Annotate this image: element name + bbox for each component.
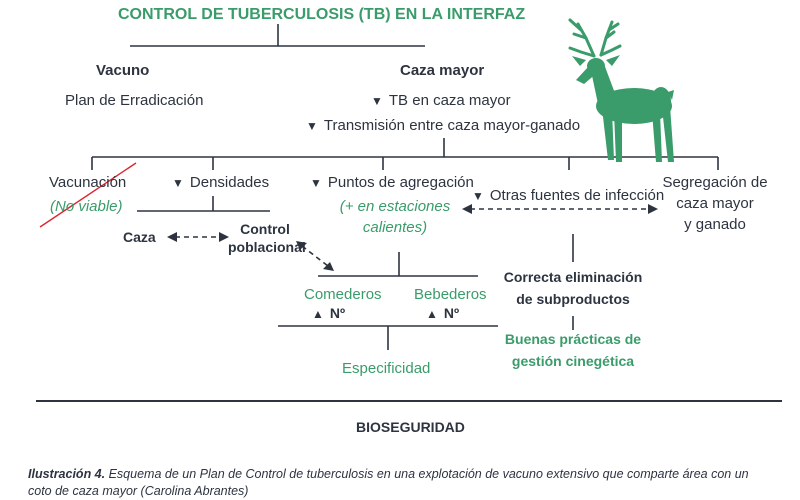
drinkers-label: Bebederos bbox=[414, 286, 487, 303]
population-control-label: Control poblacional bbox=[228, 221, 306, 255]
drinkers-count: ▲ Nº bbox=[426, 305, 460, 321]
vaccination-note: (No viable) bbox=[50, 198, 123, 215]
aggregation-note: (+ en estaciones calientes) bbox=[339, 198, 451, 236]
arrow-down-icon: ▼ bbox=[306, 119, 318, 133]
arrow-up-icon: ▲ bbox=[426, 307, 438, 321]
caption-label: Ilustración 4. bbox=[28, 467, 106, 481]
biosecurity-label: BIOSEGURIDAD bbox=[356, 419, 465, 435]
arrowhead-left bbox=[167, 232, 177, 242]
arrow-down-icon: ▼ bbox=[172, 176, 184, 190]
aggregation-points-item: ▼ Puntos de agregación bbox=[310, 174, 474, 191]
arrowhead-right bbox=[219, 232, 229, 242]
deer-silhouette-icon bbox=[568, 18, 674, 162]
big-game-heading: Caza mayor bbox=[400, 62, 485, 79]
diagram-title: CONTROL DE TUBERCULOSIS (TB) EN LA INTER… bbox=[118, 6, 526, 23]
vaccination-label: Vacunación bbox=[49, 174, 127, 191]
hunting-good-practices: Buenas prácticas de gestión cinegética bbox=[504, 331, 642, 369]
other-sources-item: ▼ Otras fuentes de infección bbox=[472, 187, 665, 204]
densities-item: ▼ Densidades bbox=[172, 174, 270, 191]
caption-text: Esquema de un Plan de Control de tubercu… bbox=[28, 467, 749, 498]
arrow-up-icon: ▲ bbox=[312, 307, 324, 321]
vaccination-strike bbox=[39, 162, 137, 228]
arrow-down-icon: ▼ bbox=[310, 176, 322, 190]
feeders-count: ▲ Nº bbox=[312, 305, 346, 321]
arrow-down-icon: ▼ bbox=[371, 94, 383, 108]
figure-caption: Ilustración 4. Esquema de un Plan de Con… bbox=[28, 466, 768, 500]
control-aggregation-dashed bbox=[301, 245, 329, 267]
feeders-label: Comederos bbox=[304, 286, 382, 303]
tb-big-game-item: ▼ TB en caza mayor bbox=[371, 92, 511, 109]
hunting-label: Caza bbox=[123, 229, 156, 245]
segregation-label: Segregación de caza mayor y ganado bbox=[662, 174, 768, 233]
arrow-down-icon: ▼ bbox=[472, 189, 484, 203]
transmission-item: ▼ Transmisión entre caza mayor-ganado bbox=[306, 117, 581, 134]
eradication-plan: Plan de Erradicación bbox=[65, 92, 204, 109]
cattle-heading: Vacuno bbox=[96, 62, 150, 79]
by-products-disposal: Correcta eliminación de subproductos bbox=[503, 269, 643, 307]
specificity-label: Especificidad bbox=[342, 360, 431, 377]
